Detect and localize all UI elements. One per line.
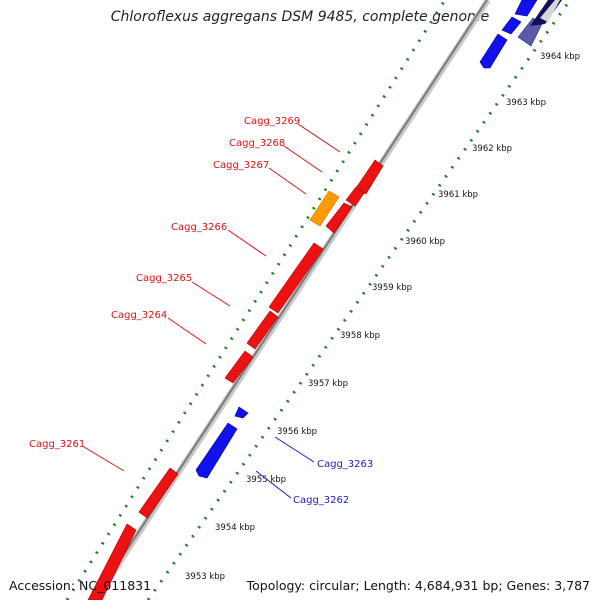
tick-3964: 3964 kbp bbox=[540, 52, 580, 62]
tick-3955: 3955 kbp bbox=[246, 475, 286, 485]
gene-label-cagg-3265[interactable]: Cagg_3265 bbox=[136, 273, 192, 284]
gene-arrow-highlight[interactable] bbox=[309, 190, 340, 227]
gene-arrow-top-blue-1 bbox=[479, 33, 508, 69]
gene-label-cagg-3262[interactable]: Cagg_3262 bbox=[293, 495, 349, 506]
gene-arrow-cagg-3263[interactable] bbox=[234, 406, 249, 419]
gene-arrow-cagg-3261[interactable] bbox=[138, 467, 179, 519]
gene-label-cagg-3263[interactable]: Cagg_3263 bbox=[317, 459, 373, 470]
tick-3953: 3953 kbp bbox=[185, 572, 225, 582]
outer-dotted-track bbox=[65, 0, 447, 600]
gene-label-cagg-3269[interactable]: Cagg_3269 bbox=[244, 116, 300, 127]
tick-3954: 3954 kbp bbox=[215, 523, 255, 533]
topology-label: Topology: circular; Length: 4,684,931 bp… bbox=[246, 578, 590, 593]
tick-3963: 3963 kbp bbox=[506, 98, 546, 108]
gene-arrow-cagg-3267[interactable] bbox=[325, 202, 353, 234]
gene-arrow-cagg-3264[interactable] bbox=[224, 350, 254, 384]
gene-arrow-cagg-3269[interactable] bbox=[355, 159, 384, 195]
gene-arrow-top-light bbox=[540, 0, 560, 22]
gene-arrow-cagg-3266[interactable] bbox=[268, 242, 324, 314]
inner-dotted-track bbox=[146, 0, 572, 600]
tick-3961: 3961 kbp bbox=[438, 190, 478, 200]
tick-3960: 3960 kbp bbox=[405, 237, 445, 247]
gene-label-cagg-3267[interactable]: Cagg_3267 bbox=[213, 160, 269, 171]
gene-arrow-cagg-3262[interactable] bbox=[195, 422, 238, 479]
tick-3958: 3958 kbp bbox=[340, 331, 380, 341]
gene-label-cagg-3268[interactable]: Cagg_3268 bbox=[229, 138, 285, 149]
map-title: Chloroflexus aggregans DSM 9485, complet… bbox=[110, 9, 490, 25]
gene-label-cagg-3261[interactable]: Cagg_3261 bbox=[29, 439, 85, 450]
gene-arrow-cagg-3268[interactable] bbox=[345, 186, 365, 207]
tick-3962: 3962 kbp bbox=[472, 144, 512, 154]
gene-label-cagg-3264[interactable]: Cagg_3264 bbox=[111, 310, 167, 321]
accession-label: Accession: NC_011831 bbox=[9, 578, 152, 593]
gene-arrow-top-blue-3 bbox=[514, 0, 538, 17]
tick-3959: 3959 kbp bbox=[372, 283, 412, 293]
gene-label-cagg-3266[interactable]: Cagg_3266 bbox=[171, 222, 227, 233]
gene-arrow-lower-red bbox=[87, 523, 137, 600]
tick-3957: 3957 kbp bbox=[308, 379, 348, 389]
gene-arrow-cagg-3265[interactable] bbox=[246, 310, 279, 350]
gene-arrow-top-blue-2 bbox=[501, 16, 522, 35]
tick-3956: 3956 kbp bbox=[277, 427, 317, 437]
